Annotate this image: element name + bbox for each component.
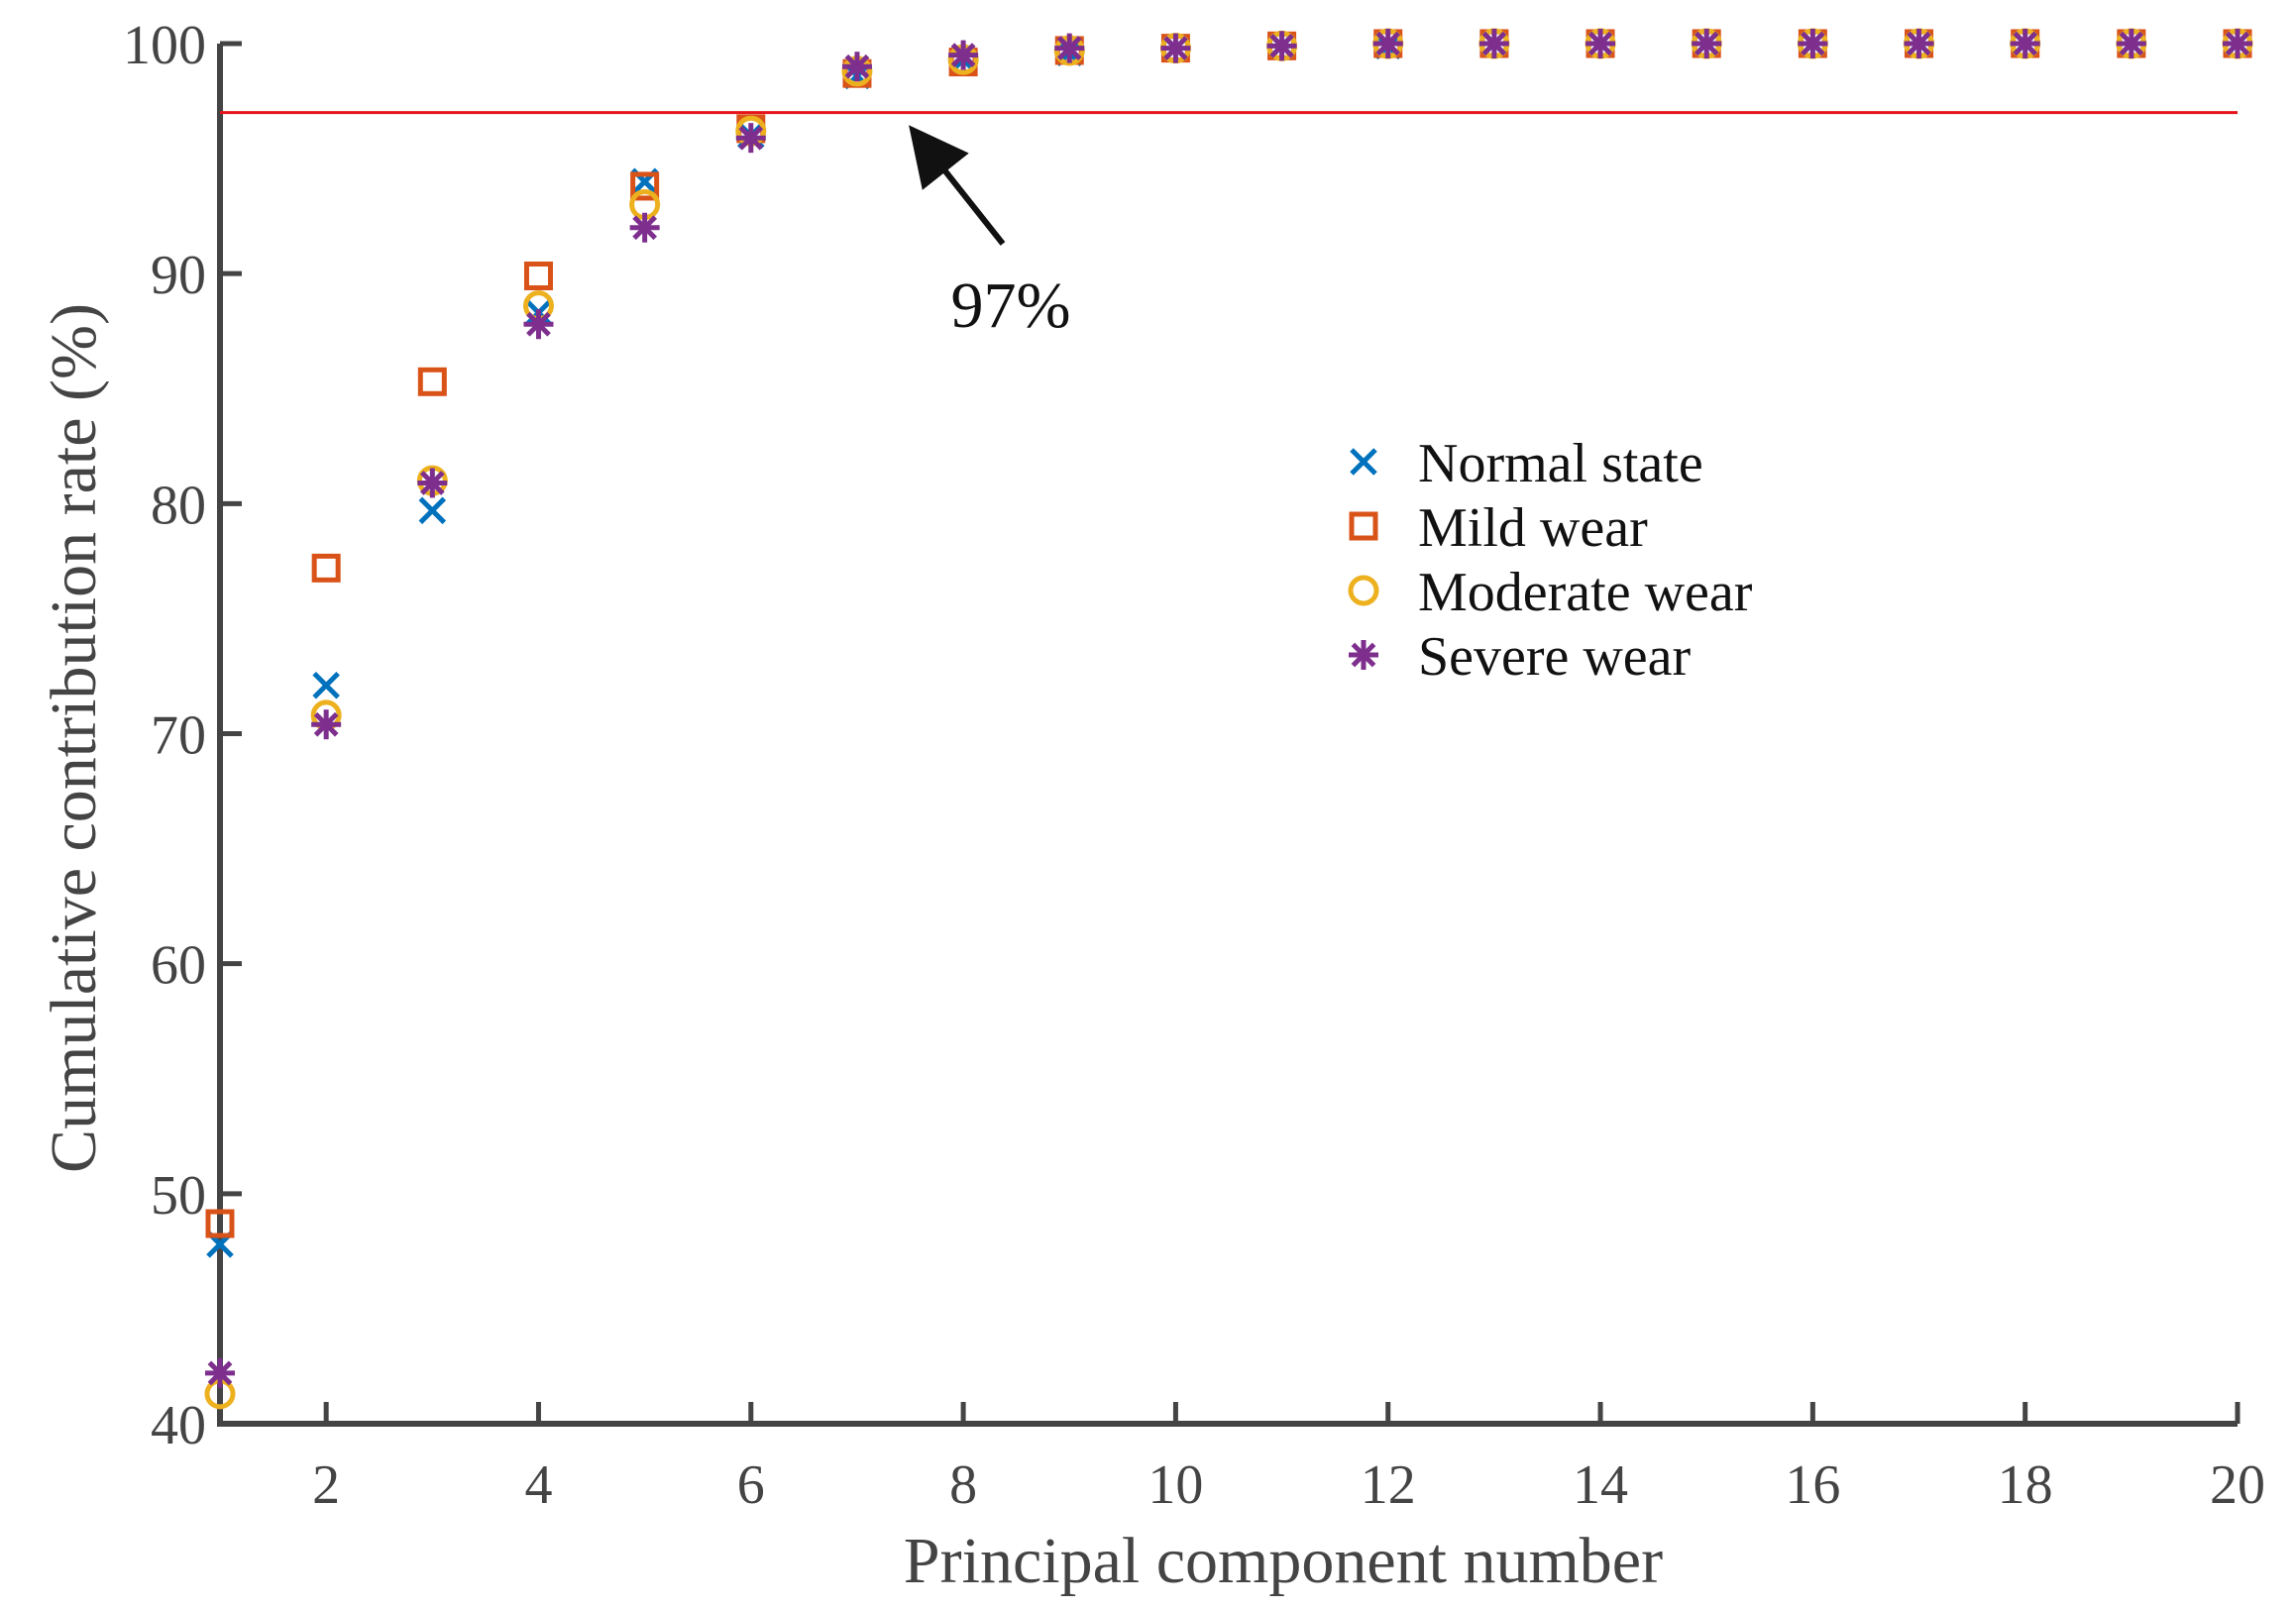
legend-label: Severe wear — [1418, 626, 1692, 688]
data-point — [1160, 33, 1191, 63]
y-tick-label: 100 — [123, 15, 206, 76]
marker-stroke — [1348, 575, 1379, 606]
y-axis-title: Cumulative contribution rate (%) — [38, 303, 110, 1173]
y-ticks: 40 50 60 70 80 90 100 — [123, 15, 242, 1456]
marker-stroke — [1269, 33, 1294, 58]
series-normal-state — [206, 30, 2251, 1258]
marker-stroke — [1907, 31, 1931, 56]
marker-stroke — [312, 671, 340, 699]
marker-stroke — [526, 311, 551, 337]
data-point — [1692, 29, 1722, 58]
x-tick-label: 18 — [1998, 1454, 2053, 1516]
data-points — [204, 28, 2253, 1410]
data-point — [523, 261, 553, 290]
marker-stroke — [2119, 31, 2144, 56]
marker-stroke — [1350, 448, 1377, 476]
marker-stroke — [311, 553, 341, 583]
data-point — [735, 123, 766, 154]
marker-stroke — [1375, 31, 1401, 56]
x-tick-label: 20 — [2210, 1454, 2265, 1516]
legend-marker — [1349, 640, 1378, 670]
legend-marker — [1349, 511, 1378, 541]
marker-stroke — [2013, 31, 2038, 56]
y-tick-label: 70 — [151, 705, 206, 767]
y-tick-label: 60 — [151, 935, 206, 997]
series-moderate-wear — [204, 28, 2253, 1410]
data-point — [1798, 29, 1828, 58]
y-tick-label: 90 — [151, 245, 206, 306]
legend-label: Normal state — [1418, 433, 1703, 494]
x-tick-label: 8 — [949, 1454, 977, 1516]
marker-stroke — [1056, 36, 1082, 61]
marker-stroke — [1163, 36, 1188, 61]
legend-marker — [1348, 575, 1379, 606]
x-axis-title: Principal component number — [904, 1525, 1663, 1597]
y-tick-label: 40 — [151, 1395, 206, 1456]
data-point — [205, 1357, 235, 1388]
data-point — [311, 553, 341, 583]
y-tick-label: 50 — [151, 1165, 206, 1227]
marker-stroke — [1800, 31, 1825, 56]
axes — [217, 44, 2238, 1427]
data-point — [1904, 29, 1934, 58]
marker-stroke — [632, 215, 658, 241]
marker-stroke — [844, 54, 870, 79]
marker-stroke — [1694, 31, 1719, 56]
data-point — [629, 212, 660, 243]
marker-stroke — [419, 471, 445, 495]
marker-stroke — [1351, 642, 1376, 668]
annotation-97: 97% — [909, 125, 1071, 342]
data-point — [205, 1209, 235, 1238]
data-point — [2116, 29, 2146, 58]
marker-stroke — [1587, 31, 1613, 56]
marker-stroke — [313, 711, 339, 737]
annotation-label: 97% — [951, 269, 1071, 342]
marker-stroke — [950, 43, 976, 67]
data-point — [523, 309, 554, 340]
series-mild-wear — [205, 29, 2252, 1238]
marker-stroke — [523, 261, 553, 290]
x-ticks: 2 4 6 8 10 12 14 16 18 20 — [312, 1402, 2265, 1516]
y-tick-label: 80 — [151, 475, 206, 536]
marker-stroke — [630, 171, 660, 201]
data-point — [2010, 29, 2040, 58]
x-tick-label: 16 — [1785, 1454, 1840, 1516]
x-tick-label: 2 — [312, 1454, 340, 1516]
marker-stroke — [738, 125, 764, 151]
legend-label: Moderate wear — [1418, 562, 1753, 623]
data-point — [841, 52, 872, 82]
x-tick-label: 6 — [737, 1454, 765, 1516]
marker-stroke — [1349, 511, 1378, 541]
marker-stroke — [417, 367, 447, 396]
data-point — [1585, 29, 1616, 58]
data-point — [1054, 33, 1085, 63]
data-point — [312, 671, 340, 699]
marker-stroke — [418, 496, 447, 525]
marker-stroke — [205, 1209, 235, 1238]
annotation-arrow — [909, 125, 1006, 246]
x-tick-label: 10 — [1148, 1454, 1203, 1516]
data-point — [417, 367, 447, 396]
data-point — [630, 171, 660, 201]
data-point — [1372, 29, 1403, 58]
data-point — [1266, 31, 1297, 61]
legend-label: Mild wear — [1418, 497, 1648, 559]
data-point — [418, 496, 447, 525]
marker-stroke — [207, 1360, 233, 1386]
legend-marker — [1350, 448, 1377, 476]
x-tick-label: 14 — [1573, 1454, 1628, 1516]
data-point — [948, 40, 979, 70]
data-point — [1478, 29, 1509, 58]
x-tick-label: 4 — [524, 1454, 552, 1516]
x-tick-label: 12 — [1361, 1454, 1416, 1516]
series-severe-wear — [205, 29, 2252, 1388]
data-point — [311, 709, 342, 740]
data-point — [2223, 29, 2252, 58]
data-point — [417, 468, 448, 498]
marker-stroke — [2225, 31, 2250, 56]
marker-stroke — [1481, 31, 1507, 56]
